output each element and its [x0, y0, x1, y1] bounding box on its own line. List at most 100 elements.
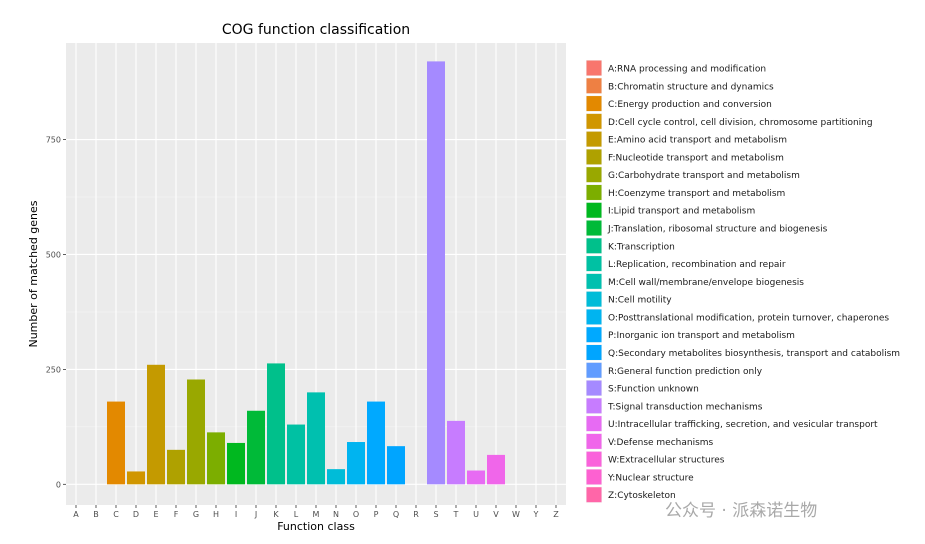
legend-swatch-H [586, 184, 602, 200]
legend-swatch-S [586, 380, 602, 396]
legend-swatch-L [586, 256, 602, 272]
legend-swatch-N [586, 291, 602, 307]
legend-label-I: I:Lipid transport and metabolism [608, 207, 755, 217]
x-tick-label: A [73, 510, 79, 519]
bar-U [467, 470, 485, 485]
legend-label-N: N:Cell motility [608, 296, 672, 306]
legend-label-K: K:Transcription [608, 242, 675, 252]
legend-swatch-Y [586, 469, 602, 485]
x-tick-label: Z [553, 510, 559, 519]
x-tick-label: S [433, 510, 438, 519]
x-tick-label: L [294, 510, 299, 519]
bar-M [307, 392, 325, 485]
bar-E [147, 364, 165, 485]
legend-label-T: T:Signal transduction mechanisms [607, 402, 763, 412]
bar-Q [387, 446, 405, 485]
legend-swatch-D [586, 113, 602, 129]
x-tick-label: K [273, 510, 279, 519]
bar-F [167, 449, 185, 485]
x-axis-title: Function class [277, 520, 355, 533]
legend-label-A: A:RNA processing and modification [608, 65, 766, 75]
legend-swatch-G [586, 167, 602, 183]
legend-label-C: C:Energy production and conversion [608, 100, 772, 110]
legend-label-W: W:Extracellular structures [608, 456, 725, 466]
x-tick-label: H [213, 510, 219, 519]
bar-J [247, 410, 265, 485]
x-tick-label: G [193, 510, 199, 519]
bar-V [487, 454, 505, 485]
x-tick-label: C [113, 510, 119, 519]
legend-label-Y: Y:Nuclear structure [607, 473, 694, 483]
bar-T [447, 420, 465, 485]
legend-swatch-V [586, 433, 602, 449]
bars [107, 61, 505, 485]
legend-swatch-C [586, 96, 602, 112]
legend-label-L: L:Replication, recombination and repair [608, 260, 786, 270]
legend-swatch-W [586, 451, 602, 467]
legend-label-E: E:Amino acid transport and metabolism [608, 136, 787, 146]
legend-label-B: B:Chromatin structure and dynamics [608, 82, 774, 92]
bar-K [267, 363, 285, 485]
x-tick-label: T [453, 510, 459, 519]
legend-swatch-K [586, 238, 602, 254]
legend-label-M: M:Cell wall/membrane/envelope biogenesis [608, 278, 804, 288]
bar-O [347, 442, 365, 485]
x-tick-label: O [353, 510, 359, 519]
x-tick-label: B [93, 510, 99, 519]
legend-label-U: U:Intracellular trafficking, secretion, … [608, 420, 878, 430]
watermark-text: 公众号 · 派森诺生物 [665, 501, 817, 521]
legend-swatch-J [586, 220, 602, 236]
legend-swatch-I [586, 202, 602, 218]
y-axis-ticks: 0 250 500 750 [46, 136, 66, 489]
y-tick-label: 500 [46, 250, 61, 259]
x-tick-label: E [153, 510, 158, 519]
chart-title: COG function classification [222, 22, 410, 38]
x-tick-label: J [254, 510, 257, 519]
legend-swatch-P [586, 327, 602, 343]
legend-label-V: V:Defense mechanisms [608, 438, 714, 448]
bar-P [367, 401, 385, 485]
legend-swatch-Q [586, 344, 602, 360]
legend-swatch-T [586, 398, 602, 414]
legend-label-R: R:General function prediction only [608, 367, 763, 377]
legend-label-Z: Z:Cytoskeleton [608, 491, 676, 501]
x-tick-label: D [133, 510, 139, 519]
legend: A:RNA processing and modification B:Chrom… [586, 60, 900, 503]
legend-label-S: S:Function unknown [608, 385, 699, 395]
legend-label-H: H:Coenzyme transport and metabolism [608, 189, 785, 199]
x-tick-label: N [333, 510, 339, 519]
legend-swatch-U [586, 416, 602, 432]
legend-swatch-Z [586, 487, 602, 503]
x-tick-label: F [174, 510, 179, 519]
x-tick-label: Q [393, 510, 399, 519]
x-tick-label: P [374, 510, 379, 519]
x-tick-label: U [473, 510, 479, 519]
bar-N [327, 469, 345, 485]
legend-swatch-E [586, 131, 602, 147]
legend-label-P: P:Inorganic ion transport and metabolism [608, 331, 795, 341]
legend-label-F: F:Nucleotide transport and metabolism [608, 153, 784, 163]
legend-label-Q: Q:Secondary metabolites biosynthesis, tr… [608, 349, 900, 359]
bar-L [287, 424, 305, 485]
y-axis-title: Number of matched genes [27, 200, 40, 347]
bar-G [187, 379, 205, 485]
legend-swatch-M [586, 273, 602, 289]
x-tick-label: I [235, 510, 237, 519]
legend-swatch-B [586, 78, 602, 94]
bar-I [227, 442, 245, 485]
x-tick-label: M [313, 510, 320, 519]
legend-swatch-O [586, 309, 602, 325]
x-tick-label: W [512, 510, 520, 519]
y-tick-label: 750 [46, 136, 61, 145]
legend-label-G: G:Carbohydrate transport and metabolism [608, 171, 800, 181]
legend-label-O: O:Posttranslational modification, protei… [608, 313, 889, 323]
y-tick-label: 250 [46, 365, 61, 374]
x-tick-label: Y [533, 510, 539, 519]
bar-H [207, 432, 225, 485]
legend-swatch-F [586, 149, 602, 165]
legend-swatch-A [586, 60, 602, 76]
y-tick-label: 0 [56, 480, 61, 489]
x-tick-label: V [493, 510, 499, 519]
legend-label-J: J:Translation, ribosomal structure and b… [607, 225, 828, 235]
